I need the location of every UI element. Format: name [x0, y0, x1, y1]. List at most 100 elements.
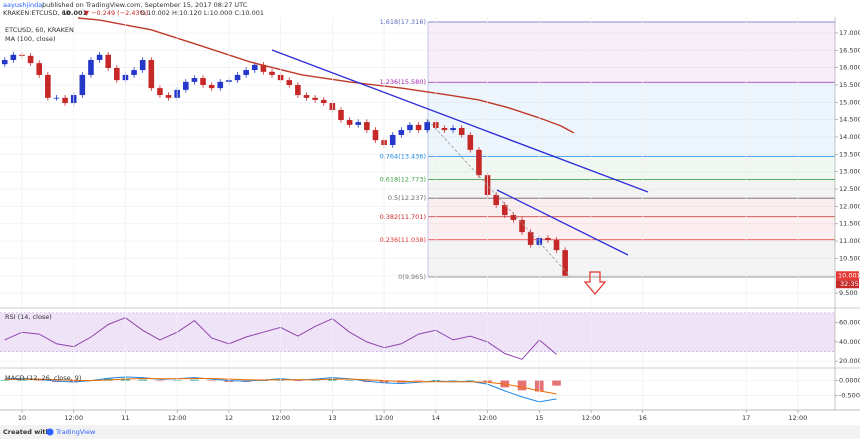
candle-body	[88, 60, 94, 75]
candle-body	[286, 80, 293, 85]
y-tick-label: 11.000	[839, 237, 860, 245]
level-band	[428, 82, 835, 157]
candle-body	[131, 70, 137, 75]
candle-body	[208, 84, 215, 89]
candle-body	[424, 122, 431, 131]
y-tick-label: 0.0000	[839, 377, 860, 385]
histogram-bar	[34, 380, 44, 382]
candle-body	[320, 99, 327, 104]
x-tick-label: 12:00	[478, 414, 497, 422]
candle-body	[260, 64, 267, 72]
histogram-bar	[0, 380, 10, 381]
histogram-bar	[190, 379, 199, 381]
panel: 1.618(17.316) 1.236(15.580) 0.764(13.436) 0…	[0, 17, 835, 294]
candle-body	[251, 64, 258, 71]
legend-ma: MA (100, close)	[5, 35, 55, 43]
candle-body	[338, 109, 344, 121]
x-tick-label: 12:00	[271, 414, 290, 422]
brand[interactable]: TradingView	[55, 428, 96, 436]
footer	[0, 425, 860, 439]
fib-label: 0.5(12.237)	[388, 194, 426, 202]
candle-body	[450, 128, 456, 131]
candle-body	[45, 74, 51, 98]
candle-body	[53, 97, 60, 99]
price-tag-label: 10.001	[838, 272, 860, 280]
y-tick-label: 14.000	[839, 133, 860, 141]
histogram-bar	[414, 380, 423, 382]
candle-body	[165, 95, 172, 98]
symbol: KRAKEN:ETCUSD, 60	[3, 9, 70, 17]
candle-body	[157, 88, 163, 96]
x-tick-label: 12:00	[375, 414, 394, 422]
y-tick-label: 13.500	[839, 150, 860, 158]
y-tick-label: 16.000	[839, 64, 860, 72]
candle-body	[562, 250, 568, 276]
candle-body	[217, 81, 224, 89]
candle-body	[389, 134, 396, 146]
plot-layers: 1.618(17.316) 1.236(15.580) 0.764(13.436) 0…	[0, 17, 835, 409]
level-band	[428, 21, 835, 83]
last-price: 10.001	[62, 9, 88, 17]
macd-title: MACD (12, 26, close, 9)	[5, 374, 81, 382]
histogram-bar	[345, 380, 354, 381]
ma-line	[77, 17, 575, 134]
histogram-bar	[207, 380, 216, 382]
candle-body	[27, 55, 34, 64]
fib-label: 1.618(17.316)	[380, 18, 426, 26]
y-tick-label: 14.500	[839, 116, 860, 124]
candle-body	[346, 120, 353, 125]
candle-body	[1, 60, 8, 65]
candle-body	[96, 54, 103, 61]
legend-symbol: ETCUSD, 60, KRAKEN	[5, 26, 74, 34]
candle-body	[398, 130, 405, 135]
x-tick-label: 12:00	[789, 414, 808, 422]
fib-label: 0(9.965)	[398, 273, 426, 281]
level-band	[428, 216, 835, 240]
candle-body	[114, 67, 120, 81]
level-band	[428, 239, 835, 277]
panel	[0, 312, 835, 362]
author[interactable]: aayushjindal	[3, 1, 44, 9]
y-tick-label: 17.000	[839, 29, 860, 37]
down-arrow	[583, 271, 607, 296]
ohlc: O:10.002 H:10.120 L:10.000 C:10.001	[140, 9, 264, 17]
candle-body	[10, 54, 17, 61]
candle-body	[269, 71, 275, 75]
trend-line	[496, 189, 629, 256]
candle-body	[476, 149, 482, 176]
countdown: 32:35	[840, 280, 859, 288]
price-tag	[836, 271, 859, 281]
histogram-bar	[293, 380, 303, 382]
fib-label: 0.618(12.773)	[380, 176, 426, 184]
histogram-bar	[448, 380, 458, 382]
x-tick-label: 14	[432, 414, 440, 422]
candle-body	[364, 122, 370, 131]
y-tick-label: 12.500	[839, 185, 860, 193]
y-tick-label: -0.5000	[839, 391, 860, 399]
fib-label: 0.764(13.436)	[380, 153, 426, 161]
candle-body	[372, 130, 379, 141]
histogram-bar	[552, 380, 561, 386]
level-band	[428, 156, 835, 180]
histogram-bar	[155, 380, 165, 382]
histogram-bar	[465, 380, 475, 381]
candle-body	[243, 70, 249, 75]
candle-body	[312, 97, 318, 100]
y-tick-label: 15.500	[839, 81, 860, 89]
candle-body	[545, 237, 551, 241]
candle-body	[105, 54, 112, 68]
x-tick-label: 10	[18, 414, 26, 422]
countdown-tag	[836, 280, 859, 289]
candle-body	[501, 205, 508, 216]
x-tick-label: 12	[225, 414, 233, 422]
fib-label: 0.236(11.038)	[380, 236, 426, 244]
candle-body	[519, 219, 525, 233]
y-tick-label: 60.0000	[839, 319, 860, 327]
histogram-bar	[138, 379, 147, 381]
candle-body	[295, 84, 301, 96]
x-tick-label: 13	[328, 414, 336, 422]
created-with: Created with	[3, 428, 51, 436]
brand-logo	[46, 428, 54, 436]
y-tick-label: 12.000	[839, 202, 860, 210]
